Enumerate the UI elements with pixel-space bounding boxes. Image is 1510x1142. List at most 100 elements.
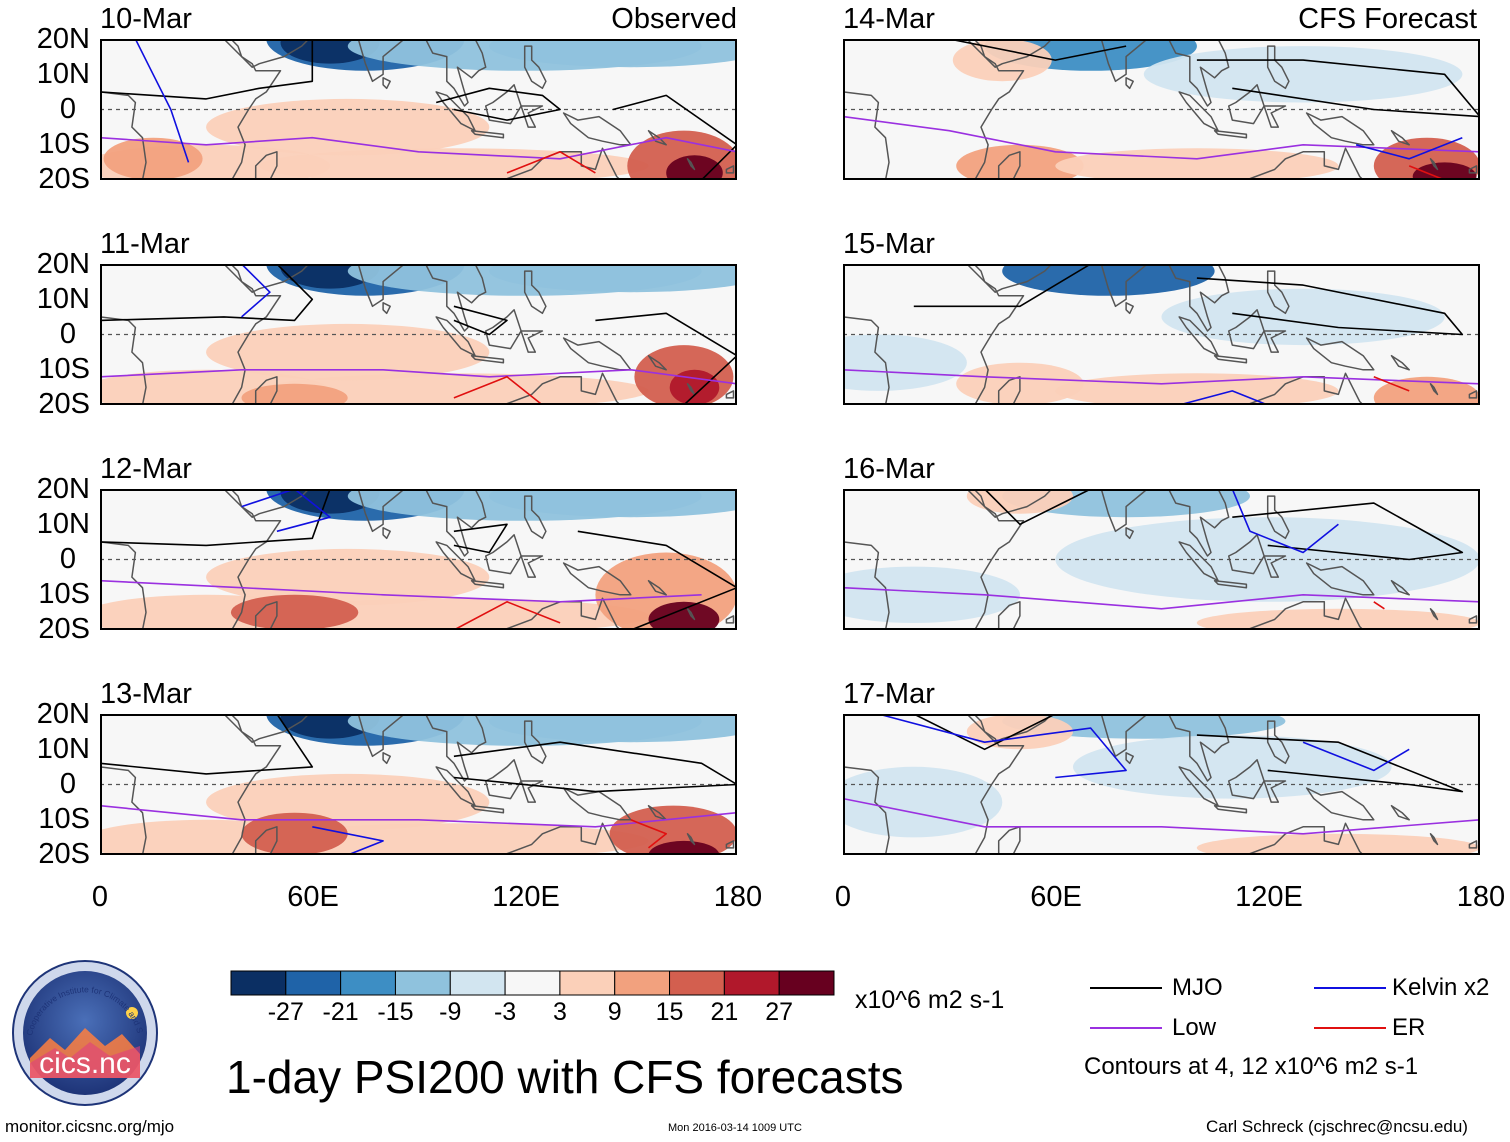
lat-label-0: 0 (59, 768, 76, 800)
legend-label-mjo: MJO (1172, 974, 1223, 1001)
coastline (520, 780, 544, 803)
panel-date-17-mar: 17-Mar (843, 678, 935, 710)
lat-label-0: 0 (59, 318, 76, 350)
coastline (725, 390, 735, 399)
coastline (997, 601, 1021, 630)
coastline (1429, 608, 1439, 621)
anomaly-blob (843, 566, 1020, 623)
coastline (1227, 84, 1265, 125)
coastline (725, 615, 735, 624)
wave-contour (1231, 489, 1339, 554)
wave-contour (843, 586, 1480, 610)
map-panel-12-mar (100, 489, 737, 630)
anomaly-blob (952, 39, 1052, 82)
coastline (484, 759, 522, 800)
coastline (523, 45, 547, 90)
colorbar-tick-label: -15 (377, 998, 414, 1026)
panel-date-11-mar: 11-Mar (100, 228, 190, 260)
colorbar-tick-label: 9 (607, 998, 622, 1026)
lat-label-20s: 20S (38, 838, 90, 870)
map-panel-14-mar (843, 39, 1480, 180)
wave-contour (1302, 741, 1410, 772)
lat-label-10s: 10S (38, 128, 90, 160)
wave-contour (100, 264, 314, 322)
wave-contour (1408, 165, 1445, 180)
anomaly-blob (1002, 264, 1215, 296)
observed-label: Observed (611, 3, 737, 35)
coastline (562, 112, 632, 146)
lat-label-10s: 10S (38, 803, 90, 835)
colorbar-tick-label: -21 (322, 998, 359, 1026)
coastline (254, 826, 278, 855)
coastline (843, 264, 1025, 405)
lat-label-10n: 10N (36, 283, 90, 315)
lon-label-180-right: 180 (1456, 881, 1506, 913)
colorbar-units: x10^6 m2 s-1 (855, 986, 1005, 1014)
coastline (254, 376, 278, 405)
panel-date-15-mar: 15-Mar (843, 228, 935, 260)
lat-label-10n: 10N (36, 733, 90, 765)
wave-contour (913, 264, 1092, 308)
anomaly-blob (843, 334, 967, 391)
lon-label-120e-right: 120E (1235, 881, 1303, 913)
colorbar-tick-label: -9 (439, 998, 462, 1026)
map-frame (100, 264, 737, 405)
anomaly-blob (1143, 46, 1463, 103)
coastline (1390, 804, 1410, 821)
coastline (647, 129, 667, 146)
coastline (339, 39, 406, 83)
coastline (1125, 302, 1134, 315)
coastline (424, 39, 487, 107)
coastline (1468, 615, 1478, 624)
colorbar-swatch-1 (285, 970, 342, 996)
wave-contour (843, 369, 1480, 385)
wave-contour (100, 489, 331, 547)
wave-contour (1373, 601, 1385, 610)
coastline (484, 84, 522, 125)
colorbar-swatch-4 (449, 970, 506, 996)
map-panel-13-mar (100, 714, 737, 855)
coastline (502, 597, 621, 630)
cics-logo: Cooperative Institute for Climate and Sa… (8, 950, 160, 1108)
coastline (647, 354, 667, 371)
lon-label-0-left: 0 (91, 881, 109, 913)
anomaly-blob (1412, 162, 1477, 180)
colorbar-swatch-5 (504, 970, 561, 996)
anomaly-blob (230, 594, 359, 630)
coastline (1390, 129, 1410, 146)
coastline (1263, 105, 1287, 128)
coastline (1125, 77, 1134, 90)
map-panel-10-mar (100, 39, 737, 180)
wave-contour (435, 87, 561, 121)
coastline (470, 804, 505, 814)
wave-contour (241, 264, 271, 318)
coastline (562, 787, 632, 821)
wave-contour (100, 714, 314, 775)
panel-date-10-mar: 10-Mar (100, 3, 192, 35)
coastline (562, 562, 632, 596)
anomaly-blob (259, 148, 649, 180)
colorbar-swatch-9 (723, 970, 780, 996)
map-panel-15-mar (843, 264, 1480, 405)
anomaly-blob (489, 489, 737, 518)
coastline (470, 579, 505, 589)
footer-author: Carl Schreck (cjschrec@ncsu.edu) (1206, 1117, 1468, 1136)
wave-contour (1196, 277, 1464, 336)
coastline (1266, 495, 1290, 540)
lon-label-0-right: 0 (834, 881, 852, 913)
coastline (1266, 720, 1290, 765)
map-frame (100, 39, 737, 180)
wave-contour (913, 714, 1056, 751)
anomaly-blob (609, 805, 737, 855)
anomaly-blob (259, 373, 649, 405)
anomaly-blob (1073, 735, 1392, 799)
coastline (1213, 804, 1248, 814)
colorbar-swatch-0 (230, 970, 287, 996)
coastline (1429, 383, 1439, 396)
cfs-forecast-label: CFS Forecast (1298, 3, 1477, 35)
colorbar-tick-label: 15 (655, 998, 684, 1026)
coastline (1245, 372, 1364, 405)
coastline (254, 151, 278, 180)
map-panel-16-mar (843, 489, 1480, 630)
coastline (1245, 597, 1364, 630)
